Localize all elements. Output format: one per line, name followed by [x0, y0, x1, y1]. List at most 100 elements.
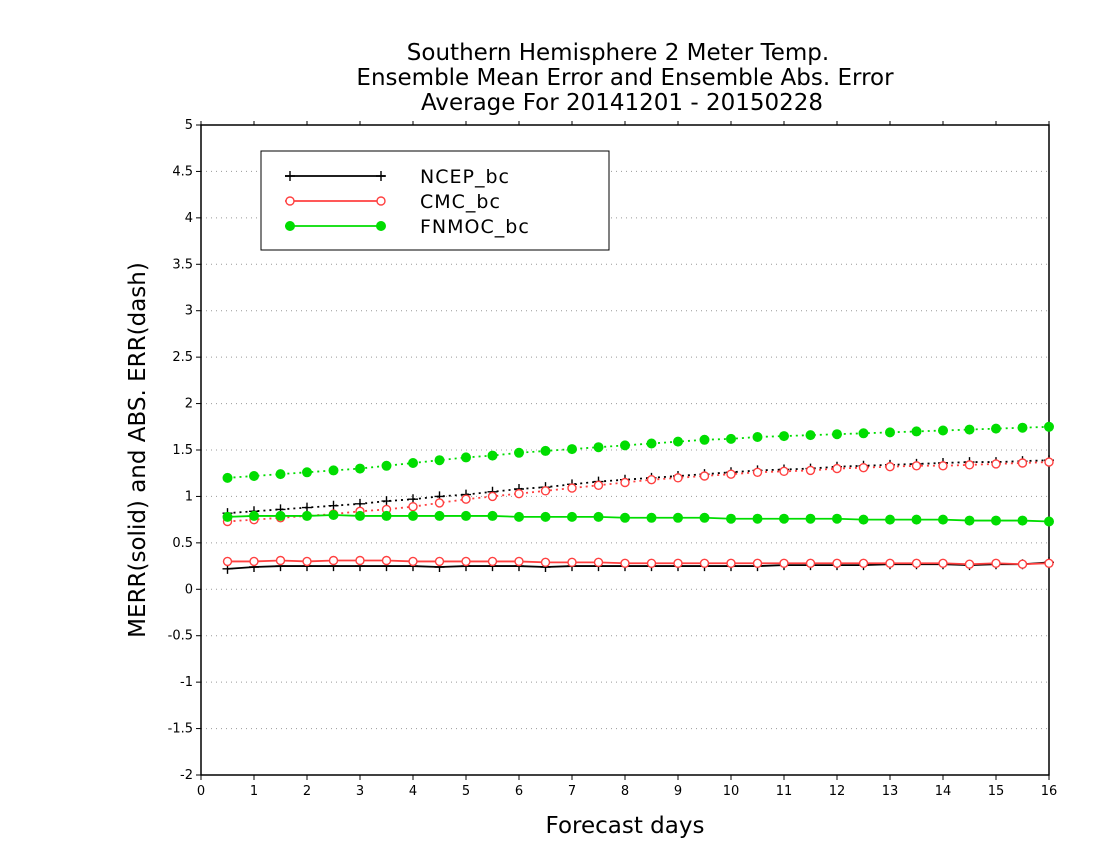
series-fnmoc_bc-dash-point: [1017, 422, 1028, 433]
series-cmc_bc-solid-point: [461, 556, 471, 567]
series-fnmoc_bc-dash-point: [885, 427, 895, 438]
legend-items: [285, 171, 386, 231]
series-fnmoc_bc-solid-point: [752, 513, 763, 524]
series-fnmoc_bc-dash-point: [302, 467, 312, 478]
series-cmc_bc-dash-point: [699, 471, 710, 481]
series-fnmoc_bc-dash-point: [328, 465, 339, 476]
series-fnmoc_bc-dash-point: [726, 433, 736, 444]
y-tick-label: 0: [185, 582, 193, 597]
series-fnmoc_bc-dash-point: [779, 431, 789, 442]
series-fnmoc_bc-dash-point: [567, 444, 577, 455]
series-cmc_bc-solid-point: [1044, 558, 1054, 568]
series-fnmoc_bc-dash-point: [381, 460, 392, 471]
y-tick-label: 3.5: [172, 257, 193, 272]
series-fnmoc_bc-solid-point: [514, 511, 524, 522]
legend-label-fnmoc: FNMOC_bc: [420, 216, 530, 238]
series-fnmoc_bc-solid-point: [699, 512, 710, 523]
chart-title-line-1: Southern Hemisphere 2 Meter Temp.: [407, 40, 829, 66]
series-fnmoc_bc-solid-point: [726, 513, 736, 524]
series-fnmoc_bc-dash-point: [487, 450, 498, 461]
y-tick-label: 4.5: [172, 164, 193, 179]
series-cmc_bc-solid-point: [593, 557, 604, 568]
series-cmc_bc-dash-point: [832, 463, 842, 474]
series-cmc_bc-solid-point: [726, 558, 736, 568]
series-fnmoc_bc-solid-point: [673, 512, 683, 523]
plot-frame: [200, 124, 1050, 776]
series-fnmoc_bc-solid-point: [302, 510, 312, 521]
series-cmc_bc-dash-point: [567, 483, 577, 493]
series-fnmoc_bc-solid-point: [964, 515, 975, 526]
series-cmc_bc-solid-point: [699, 558, 710, 568]
series-cmc_bc-solid-line: [227, 559, 1050, 566]
series-cmc_bc-solid-point: [673, 558, 683, 568]
series-cmc_bc-solid-point: [964, 559, 975, 569]
series-fnmoc_bc-dash-point: [752, 432, 763, 442]
series-cmc_bc-solid-point: [328, 555, 339, 566]
x-tick-label: 7: [568, 784, 576, 799]
x-tick-label: 10: [723, 784, 740, 799]
axis-layer: -2-1.5-1-0.500.511.522.533.544.550 1 2 3 4 5 6…: [168, 118, 1058, 799]
legend-marker-ncep_bc: [285, 171, 295, 181]
series-fnmoc_bc-solid-point: [911, 514, 922, 525]
series-fnmoc_bc-solid-point: [355, 510, 365, 521]
series-fnmoc_bc-solid-point: [938, 514, 948, 525]
x-axis-label: Forecast days: [546, 813, 705, 839]
series-cmc_bc-dash-point: [991, 459, 1001, 469]
series-fnmoc_bc-solid-point: [832, 513, 842, 524]
series-fnmoc_bc-dash-point: [514, 447, 524, 458]
series-cmc_bc-dash-point: [434, 498, 445, 508]
series-fnmoc_bc-dash-point: [408, 458, 418, 468]
series-fnmoc_bc-dash-line: [227, 425, 1050, 479]
series-cmc_bc-solid-point: [832, 558, 842, 568]
series-cmc_bc-dash-point: [805, 465, 816, 476]
series-cmc_bc-dash-point: [593, 480, 604, 490]
series-ncep_bc-dash-point: [381, 496, 392, 507]
series-fnmoc_bc-solid-point: [408, 510, 418, 521]
series-cmc_bc-solid-point: [567, 557, 577, 568]
x-tick-label: 13: [882, 784, 899, 799]
series-fnmoc_bc-solid-point: [805, 513, 816, 524]
y-tick-label: -1.5: [168, 722, 193, 737]
x-tick-label: 12: [829, 784, 846, 799]
series-fnmoc_bc-dash-point: [461, 452, 471, 463]
series-fnmoc_bc-dash-point: [355, 463, 365, 474]
series-fnmoc_bc-dash-point: [540, 445, 551, 456]
y-axis-label: MERR(solid) and ABS. ERR(dash): [125, 262, 151, 638]
x-tick-label: 0: [197, 784, 205, 799]
series-fnmoc_bc-solid-point: [461, 510, 471, 521]
y-tick-label: 2.5: [172, 350, 193, 365]
legend-label-ncep: NCEP_bc: [420, 166, 510, 188]
y-tick-label: 1.5: [172, 443, 193, 458]
series-cmc_bc-dash-point: [885, 462, 895, 472]
series-cmc_bc-dash-point: [540, 486, 551, 496]
x-tick-label: 3: [356, 784, 364, 799]
y-tick-label: -2: [180, 768, 193, 783]
series-fnmoc_bc-solid-point: [991, 515, 1001, 526]
series-fnmoc_bc-dash-point: [964, 424, 975, 435]
series-layer: [222, 421, 1054, 574]
x-tick-label: 11: [776, 784, 793, 799]
series-cmc_bc-solid-point: [408, 556, 418, 567]
series-cmc_bc-solid-point: [514, 556, 524, 567]
series-cmc_bc-dash-point: [964, 460, 975, 470]
x-tick-label: 8: [621, 784, 629, 799]
legend-marker-cmc_bc: [376, 196, 386, 206]
series-fnmoc_bc-solid-point: [487, 510, 498, 521]
series-cmc_bc-solid-point: [646, 558, 657, 568]
y-tick-label: 1: [185, 489, 193, 504]
legend-marker-fnmoc_bc: [376, 221, 386, 231]
series-cmc_bc-dash-point: [911, 461, 922, 471]
series-fnmoc_bc-solid-point: [885, 514, 895, 525]
series-fnmoc_bc-dash-point: [832, 429, 842, 440]
y-tick-label: -0.5: [168, 629, 193, 644]
series-cmc_bc-solid-point: [222, 556, 233, 567]
series-cmc_bc-dash-point: [752, 467, 763, 477]
series-fnmoc_bc-dash-point: [938, 425, 948, 436]
series-fnmoc_bc-dash-point: [991, 423, 1001, 434]
series-cmc_bc-dash-point: [514, 488, 524, 499]
series-ncep_bc-dash-line: [227, 459, 1050, 515]
series-cmc_bc-solid-point: [275, 555, 286, 566]
series-cmc_bc-dash-point: [646, 475, 657, 485]
